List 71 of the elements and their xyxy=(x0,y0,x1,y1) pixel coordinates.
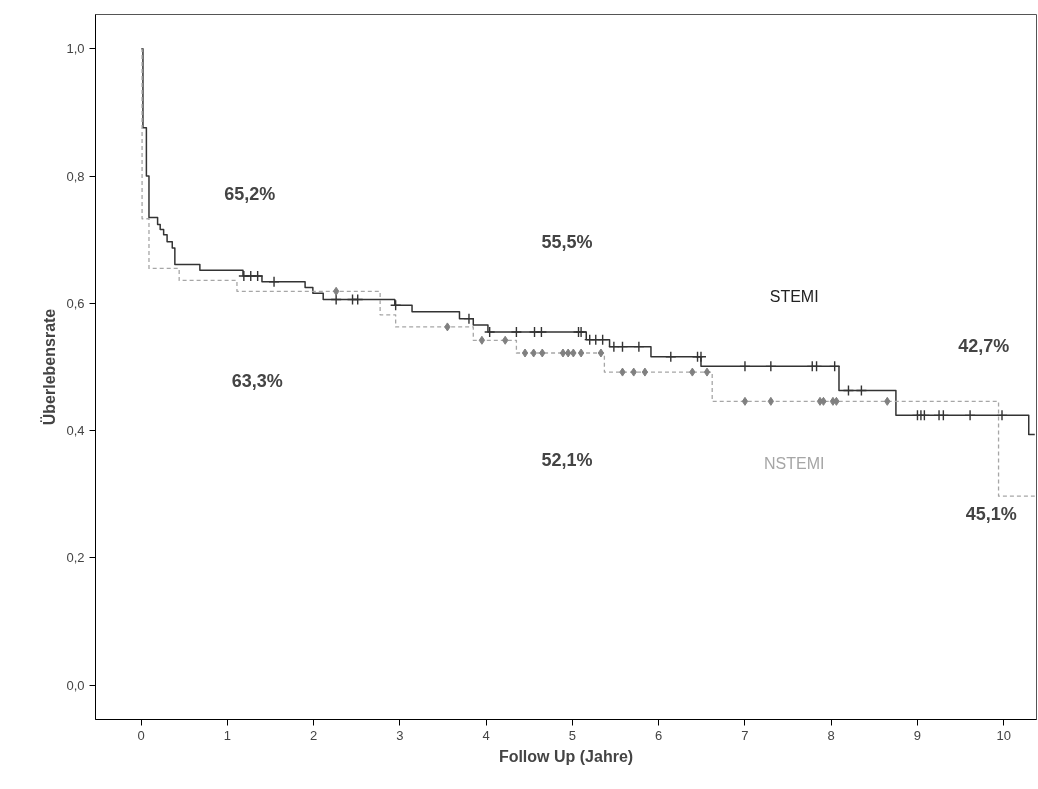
y-tick-label: 0,2 xyxy=(66,550,85,566)
x-tick-label: 10 xyxy=(996,727,1011,743)
point xyxy=(463,312,475,325)
annotation: 52,1% xyxy=(541,450,593,471)
y-tick-label: 0,4 xyxy=(66,423,85,439)
text: NSTEMI xyxy=(763,454,825,472)
annotation: 42,7% xyxy=(958,335,1010,356)
point xyxy=(741,396,749,406)
point xyxy=(810,360,823,373)
point xyxy=(765,360,777,373)
x-tick-label: 2 xyxy=(310,727,318,743)
point xyxy=(510,326,523,338)
x-tick-label: 5 xyxy=(568,727,577,743)
point xyxy=(268,276,280,288)
point xyxy=(820,396,827,406)
text: STEMI xyxy=(769,287,819,305)
point xyxy=(695,351,707,363)
point xyxy=(633,340,645,353)
point xyxy=(703,367,711,377)
point xyxy=(996,409,1008,422)
point xyxy=(597,348,605,358)
x-tick-label: 8 xyxy=(827,727,835,743)
point xyxy=(535,326,548,338)
point xyxy=(616,340,629,353)
y-tick-label: 0,0 xyxy=(66,677,85,693)
point xyxy=(483,326,496,338)
y-tick-label: 1,0 xyxy=(66,41,85,57)
x-axis-title: Follow Up (Jahre) xyxy=(498,747,634,765)
x-tick-label: 9 xyxy=(913,727,922,743)
x-tick-label: 7 xyxy=(741,727,749,743)
point xyxy=(918,409,931,422)
point xyxy=(478,335,486,345)
y-axis-title: Überlebensrate xyxy=(40,308,59,426)
point xyxy=(855,384,868,397)
annotation: 65,2% xyxy=(224,184,276,205)
point xyxy=(521,348,529,358)
point xyxy=(884,396,891,406)
point xyxy=(352,293,364,306)
point xyxy=(641,367,649,377)
point xyxy=(665,351,677,363)
point xyxy=(530,348,537,358)
point xyxy=(608,340,620,353)
point xyxy=(444,322,451,332)
point xyxy=(630,367,637,377)
point xyxy=(389,299,402,311)
point xyxy=(964,409,976,422)
point xyxy=(502,335,509,345)
x-tick-label: 3 xyxy=(396,727,404,743)
point xyxy=(564,348,572,358)
y-tick-label: 0,6 xyxy=(66,295,85,311)
point xyxy=(842,384,855,397)
point xyxy=(833,396,840,406)
annotation: 45,1% xyxy=(965,503,1017,524)
x-tick-label: 1 xyxy=(223,727,232,743)
x-tick-label: 0 xyxy=(137,727,145,743)
point xyxy=(559,348,567,358)
point xyxy=(767,396,775,406)
annotation: 63,3% xyxy=(231,371,283,392)
point xyxy=(689,367,696,377)
point xyxy=(539,348,546,358)
point xyxy=(739,360,751,373)
point xyxy=(596,333,609,346)
y-tick-label: 0,8 xyxy=(66,168,85,184)
point xyxy=(570,348,577,358)
annotation: 55,5% xyxy=(541,232,593,253)
point xyxy=(332,286,340,296)
x-tick-label: 4 xyxy=(482,727,490,743)
x-tick-label: 6 xyxy=(655,727,663,743)
point xyxy=(619,367,626,377)
point xyxy=(828,360,841,373)
point xyxy=(577,348,585,358)
